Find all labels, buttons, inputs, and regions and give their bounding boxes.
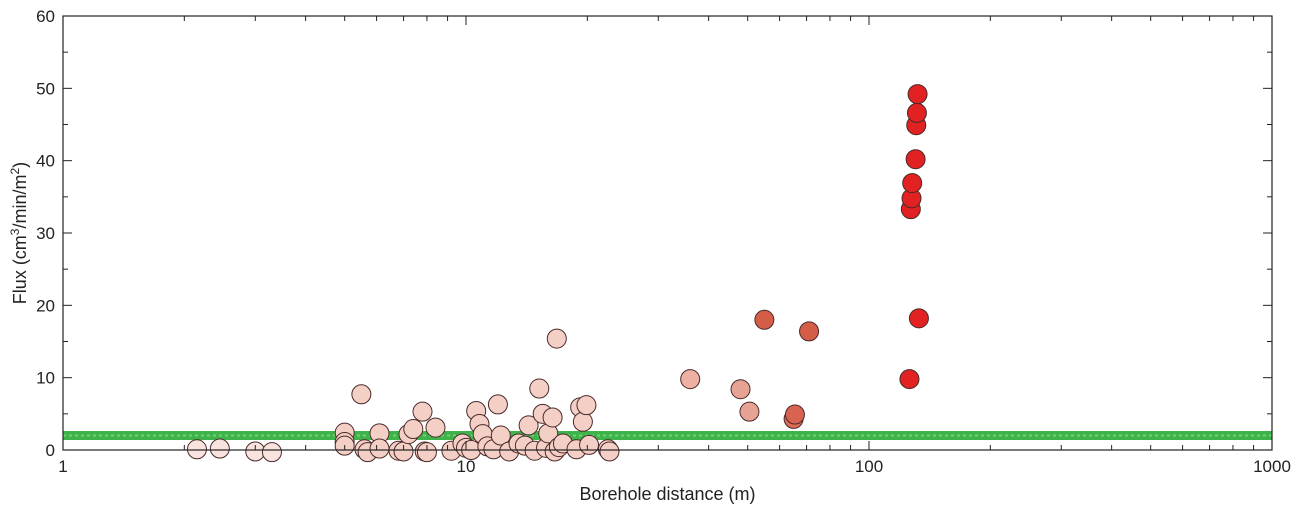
data-point (680, 369, 701, 390)
data-point (412, 401, 433, 422)
y-tick-label: 0 (46, 441, 55, 460)
y-axis-label: Flux (cm3/min/m2) (8, 162, 30, 304)
y-tick-label: 50 (36, 79, 55, 98)
data-point (393, 441, 414, 462)
data-point (209, 438, 230, 459)
data-point (799, 321, 820, 342)
data-point (425, 417, 446, 438)
y-tick-label: 40 (36, 152, 55, 171)
data-point (403, 419, 424, 440)
data-point (739, 401, 760, 422)
data-point (576, 395, 597, 416)
data-points-layer (186, 84, 929, 463)
data-point (369, 438, 390, 459)
x-tick-label: 1 (58, 457, 67, 476)
data-point (905, 149, 926, 170)
data-point (908, 308, 929, 329)
data-point (490, 425, 511, 446)
data-point (784, 404, 805, 425)
data-point (518, 415, 539, 436)
data-point (542, 407, 563, 428)
data-point (599, 441, 620, 462)
data-point (245, 441, 266, 462)
data-point (261, 442, 282, 463)
x-tick-label: 1000 (1253, 457, 1291, 476)
data-point (529, 378, 550, 399)
x-tick-label: 100 (855, 457, 883, 476)
data-point (186, 439, 207, 460)
data-point (907, 84, 928, 105)
data-point (572, 411, 593, 432)
y-tick-label: 60 (36, 7, 55, 26)
data-point (546, 328, 567, 349)
x-tick-label: 10 (457, 457, 476, 476)
data-point (902, 173, 923, 194)
data-point (906, 102, 927, 123)
y-tick-label: 20 (36, 296, 55, 315)
data-point (579, 434, 600, 455)
y-tick-label: 10 (36, 369, 55, 388)
data-point (351, 384, 372, 405)
data-point (899, 369, 920, 390)
x-axis-label: Borehole distance (m) (579, 484, 755, 504)
data-point (487, 394, 508, 415)
plot-frame (62, 15, 1273, 451)
y-tick-label: 30 (36, 224, 55, 243)
data-point (754, 309, 775, 330)
data-point (730, 379, 751, 400)
data-point (416, 442, 437, 463)
axis-ticks-layer: 1 10 100 1000 0 10 20 30 40 50 60 (36, 7, 1291, 476)
